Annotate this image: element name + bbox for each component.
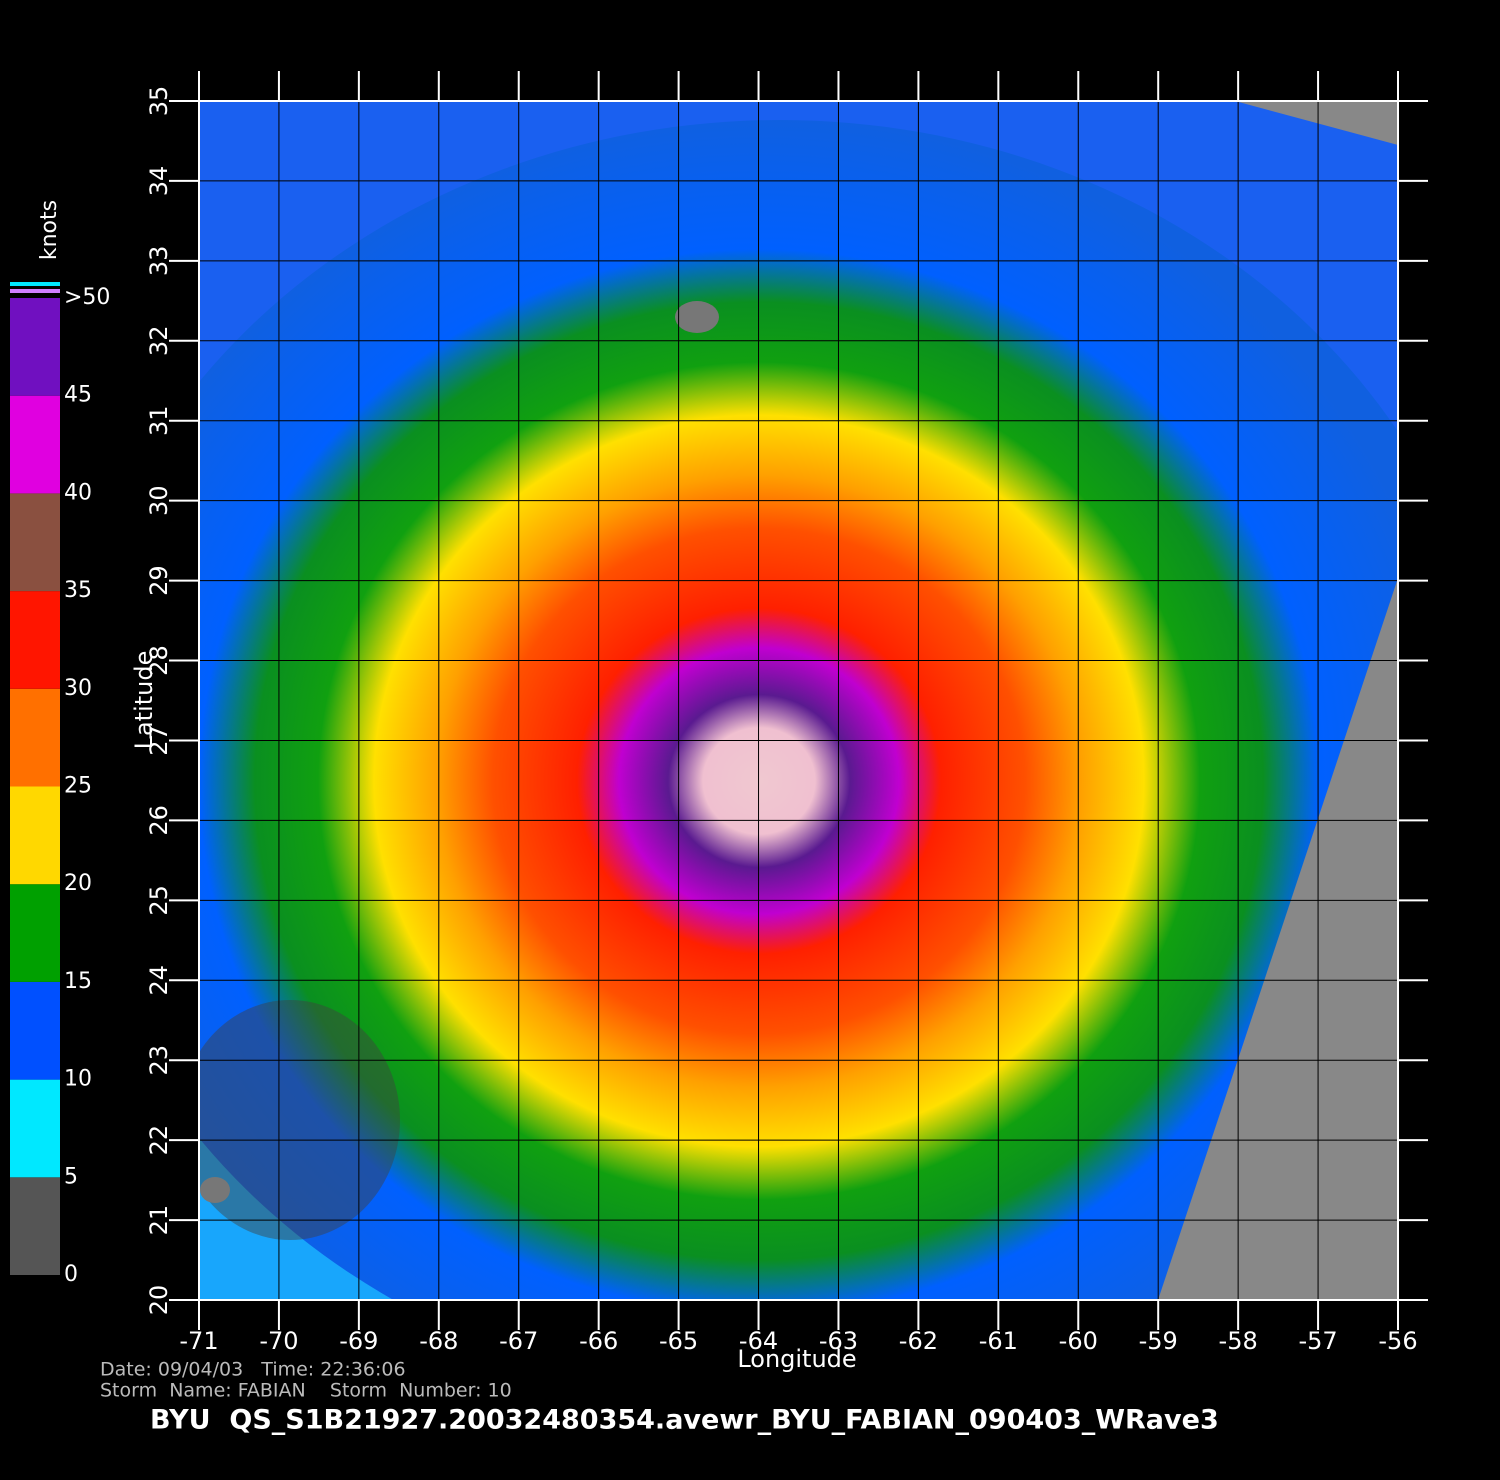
colorbar-segment (10, 1079, 60, 1178)
colorbar-label: 5 (64, 1164, 78, 1189)
wind-field (199, 101, 1398, 1300)
colorbar-segment (10, 884, 60, 982)
colorbar-cap (10, 282, 60, 286)
y-tick-label: 21 (145, 1205, 173, 1236)
x-tick-label: -56 (1378, 1327, 1417, 1355)
x-tick-label: -57 (1298, 1327, 1337, 1355)
colorbar-label: 0 (64, 1262, 78, 1287)
x-tick-label: -62 (899, 1327, 938, 1355)
y-tick-label: 34 (145, 166, 173, 197)
plot-frame (198, 100, 1399, 1301)
y-tick-label: 24 (145, 965, 173, 996)
x-axis-title: Longitude (737, 1345, 856, 1373)
colorbar-segment (10, 981, 60, 1080)
colorbar-label: >50 (64, 285, 110, 310)
storm-field (199, 120, 1398, 1300)
x-tick-label: -70 (259, 1327, 298, 1355)
colorbar-segment (10, 395, 60, 494)
colorbar-label: 45 (64, 383, 92, 408)
colorbar-label: 20 (64, 871, 92, 896)
island (200, 1177, 230, 1203)
colorbar-label: 30 (64, 676, 92, 701)
x-tick-label: -61 (979, 1327, 1018, 1355)
colorbar-label: 40 (64, 480, 92, 505)
y-axis-title: Latitude (130, 651, 158, 750)
colorbar-segment (10, 493, 60, 592)
no-data-swath (1235, 101, 1398, 145)
x-tick-label: -65 (659, 1327, 698, 1355)
y-tick-label: 25 (145, 885, 173, 916)
colorbar-segment (10, 591, 60, 689)
x-tick-label: -69 (339, 1327, 378, 1355)
colorbar-cap (10, 289, 60, 293)
x-tick-label: -59 (1139, 1327, 1178, 1355)
x-tick-label: -58 (1219, 1327, 1258, 1355)
colorbar-segment (10, 786, 60, 885)
y-tick-label: 28 (145, 645, 173, 676)
colorbar-segment (10, 688, 60, 787)
x-tick-label: -63 (819, 1327, 858, 1355)
colorbar-label: 35 (64, 578, 92, 603)
x-tick-label: -66 (579, 1327, 618, 1355)
x-tick-label: -71 (179, 1327, 218, 1355)
y-tick-label: 26 (145, 805, 173, 836)
colorbar-segment (10, 1177, 60, 1275)
colorbar-label: 10 (64, 1067, 92, 1092)
colorbar-label: 25 (64, 774, 92, 799)
info-storm: Storm Name: FABIAN Storm Number: 10 (100, 1380, 512, 1402)
colorbar-segment (10, 298, 60, 396)
y-tick-label: 23 (145, 1045, 173, 1076)
y-tick-label: 31 (145, 405, 173, 436)
no-data-swath (1158, 578, 1398, 1300)
y-tick-label: 22 (145, 1125, 173, 1156)
colorbar-title: knots (37, 200, 62, 260)
info-date: Date: 09/04/03 Time: 22:36:06 (100, 1359, 406, 1381)
y-tick-label: 30 (145, 485, 173, 516)
footer-title: BYU QS_S1B21927.20032480354.avewr_BYU_FA… (150, 1405, 1219, 1436)
colorbar-label: 15 (64, 969, 92, 994)
x-tick-label: -60 (1059, 1327, 1098, 1355)
calm-patches (199, 1000, 400, 1240)
y-tick-label: 20 (145, 1285, 173, 1316)
y-tick-label: 29 (145, 565, 173, 596)
island (675, 301, 719, 333)
y-tick-label: 27 (145, 725, 173, 756)
x-tick-label: -68 (419, 1327, 458, 1355)
y-tick-label: 33 (145, 246, 173, 277)
x-tick-label: -67 (499, 1327, 538, 1355)
y-tick-label: 32 (145, 326, 173, 357)
y-tick-label: 35 (145, 86, 173, 117)
x-tick-label: -64 (739, 1327, 778, 1355)
